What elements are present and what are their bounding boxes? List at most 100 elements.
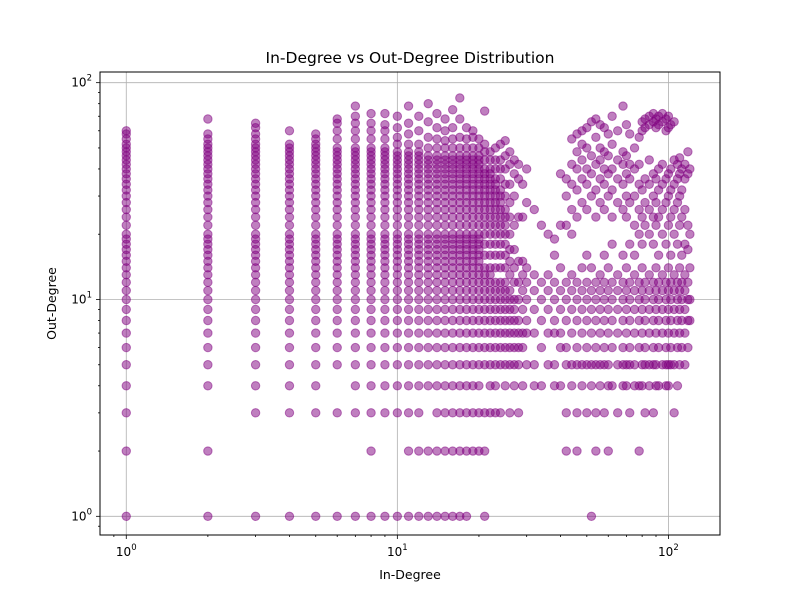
scatter-point — [591, 342, 601, 353]
scatter-point — [572, 294, 582, 305]
scatter-point — [521, 197, 532, 208]
scatter-point — [591, 277, 601, 288]
scatter-point — [577, 381, 587, 391]
scatter-point — [572, 212, 582, 222]
scatter-point — [595, 155, 605, 165]
scatter-point — [595, 285, 605, 296]
scatter-point — [586, 285, 597, 296]
scatter-point — [653, 212, 664, 222]
scatter-point — [423, 511, 433, 522]
scatter-point — [582, 315, 592, 326]
scatter-point — [380, 342, 390, 353]
scatter-point — [582, 294, 592, 305]
scatter-point — [366, 285, 376, 296]
scatter-point — [648, 408, 659, 418]
scatter-point — [447, 122, 458, 133]
scatter-point — [203, 315, 213, 326]
scatter-point — [603, 151, 613, 161]
scatter-point — [591, 212, 601, 222]
scatter-point — [121, 294, 131, 305]
scatter-point — [423, 304, 433, 315]
scatter-point — [332, 114, 342, 124]
scatter-point — [612, 126, 623, 136]
scatter-point — [657, 270, 668, 280]
scatter-point — [625, 277, 635, 288]
scatter-point — [284, 381, 295, 391]
scatter-point — [455, 114, 465, 124]
scatter-point — [599, 408, 609, 418]
scatter-point — [432, 381, 442, 391]
x-tick-label: 101 — [387, 543, 408, 559]
scatter-point — [625, 408, 635, 418]
scatter-point — [479, 139, 490, 149]
scatter-point — [586, 263, 597, 273]
scatter-point — [380, 108, 390, 119]
data-points — [121, 93, 695, 522]
y-tick-label: 100 — [71, 507, 92, 523]
scatter-point — [685, 294, 695, 305]
scatter-point — [607, 277, 617, 288]
scatter-point — [640, 220, 650, 230]
scatter-point — [561, 174, 571, 184]
scatter-point — [403, 360, 414, 370]
scatter-point — [121, 126, 131, 136]
scatter-point — [332, 229, 342, 239]
scatter-point — [621, 263, 632, 273]
scatter-point — [366, 143, 376, 153]
scatter-point — [521, 277, 532, 288]
scatter-point — [591, 315, 601, 326]
scatter-point — [603, 304, 613, 315]
scatter-point — [657, 159, 668, 170]
scatter-point — [595, 197, 605, 208]
scatter-point — [423, 285, 433, 296]
scatter-point — [332, 134, 342, 144]
scatter-point — [509, 220, 519, 230]
scatter-point — [366, 134, 376, 144]
scatter-point — [332, 328, 342, 338]
scatter-point — [380, 220, 390, 230]
scatter-point — [479, 446, 490, 456]
chart-title: In-Degree vs Out-Degree Distribution — [266, 49, 555, 67]
scatter-point — [640, 408, 650, 418]
scatter-point — [621, 212, 632, 222]
scatter-point — [651, 220, 661, 230]
scatter-point — [582, 250, 592, 260]
scatter-point — [284, 229, 295, 239]
scatter-point — [644, 179, 654, 189]
scatter-point — [607, 212, 617, 222]
scatter-point — [625, 197, 635, 208]
scatter-point — [603, 360, 613, 370]
scatter-point — [311, 342, 321, 353]
scatter-point — [644, 229, 654, 239]
scatter-point — [666, 164, 676, 174]
scatter-point — [432, 342, 442, 353]
scatter-point — [423, 446, 433, 456]
scatter-point — [536, 381, 547, 391]
scatter-point — [625, 294, 635, 305]
scatter-point — [672, 381, 683, 391]
scatter-point — [599, 179, 609, 189]
scatter-point — [595, 328, 605, 338]
scatter-point — [380, 304, 390, 315]
scatter-point — [350, 328, 361, 338]
scatter-point — [250, 360, 261, 370]
scatter-point — [561, 277, 571, 288]
scatter-point — [625, 342, 635, 353]
scatter-point — [669, 229, 679, 239]
scatter-point — [669, 408, 679, 418]
scatter-point — [612, 328, 623, 338]
scatter-point — [505, 270, 515, 280]
scatter-point — [332, 304, 342, 315]
scatter-point — [366, 315, 376, 326]
scatter-point — [250, 304, 261, 315]
scatter-point — [403, 285, 414, 296]
scatter-point — [543, 304, 553, 315]
scatter-point — [432, 108, 442, 119]
scatter-point — [640, 315, 650, 326]
scatter-point — [350, 294, 361, 305]
scatter-point — [284, 360, 295, 370]
scatter-point — [121, 360, 131, 370]
scatter-point — [403, 229, 414, 239]
scatter-point — [432, 446, 442, 456]
scatter-point — [284, 294, 295, 305]
